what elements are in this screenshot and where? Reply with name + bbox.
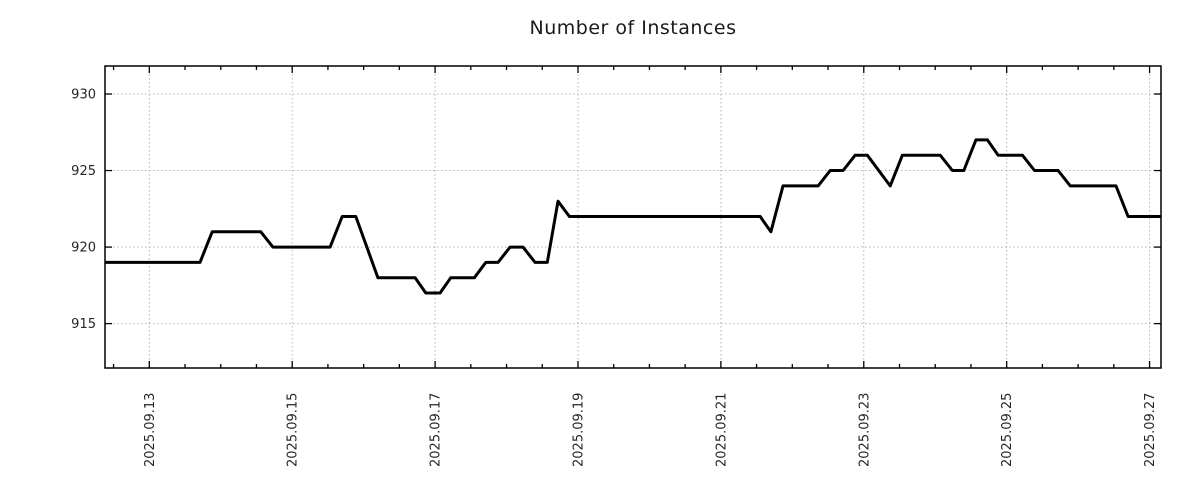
y-tick-label: 920 (71, 241, 96, 256)
y-tick-label: 915 (71, 317, 96, 332)
y-tick-label: 930 (71, 88, 96, 103)
x-tick-label: 2025.09.25 (1000, 393, 1015, 467)
chart-title: Number of Instances (529, 17, 737, 39)
x-tick-label: 2025.09.21 (714, 393, 729, 467)
x-tick-label: 2025.09.13 (143, 393, 158, 467)
series-line (105, 138, 1161, 295)
x-tick-label: 2025.09.23 (857, 393, 872, 467)
x-tick-label: 2025.09.27 (1143, 393, 1158, 467)
y-tick-label: 925 (71, 164, 96, 179)
x-tick-label: 2025.09.19 (571, 393, 586, 467)
x-tick-label: 2025.09.15 (286, 393, 301, 467)
x-tick-label: 2025.09.17 (429, 393, 444, 467)
